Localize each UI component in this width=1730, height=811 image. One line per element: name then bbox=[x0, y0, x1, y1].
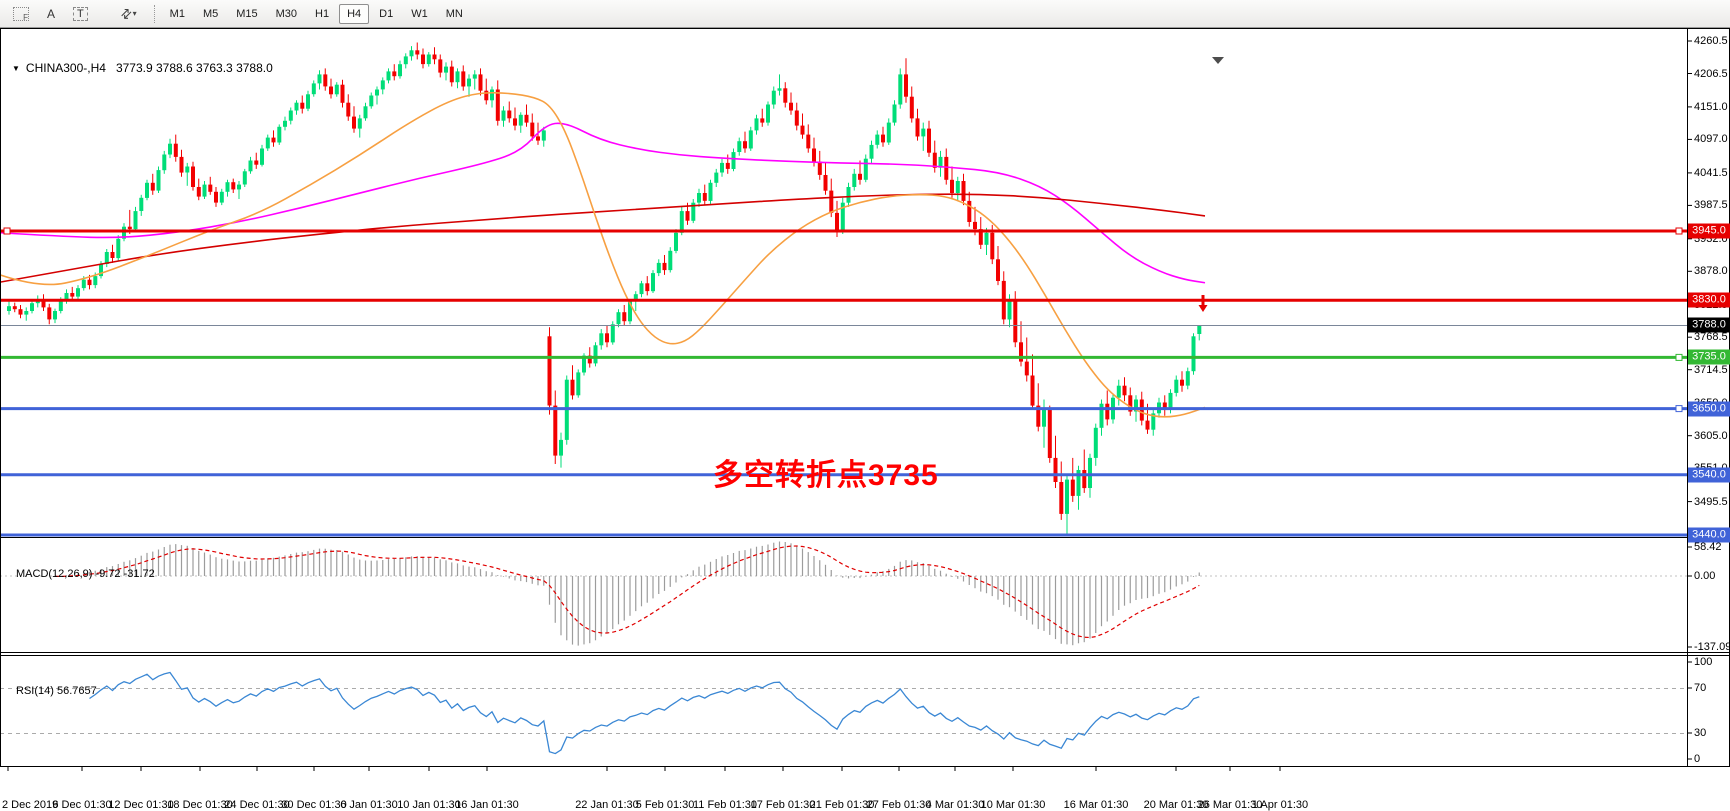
text-annotation[interactable]: 多空转折点3735 bbox=[713, 459, 939, 492]
chart-window: ▼ CHINA300-,H4 3773.9 3788.6 3763.3 3788.0… bbox=[0, 28, 1730, 811]
price-tick-label: 3878.0 bbox=[1694, 265, 1728, 278]
indicator-axis-label: 70 bbox=[1694, 682, 1707, 694]
candlesticks bbox=[7, 42, 1202, 537]
price-tick-label: 4151.0 bbox=[1694, 100, 1728, 113]
price-tick-label: 3495.5 bbox=[1694, 495, 1728, 508]
timeframe-button-h4[interactable]: H4 bbox=[339, 3, 370, 24]
text-a-icon[interactable]: A bbox=[47, 6, 56, 21]
timeframe-button-m30[interactable]: M30 bbox=[275, 7, 298, 20]
symbol-period-label: CHINA300-,H4 bbox=[25, 61, 106, 75]
price-tick-label: 4041.5 bbox=[1694, 166, 1728, 179]
timeframe-button-m5[interactable]: M5 bbox=[202, 7, 219, 20]
price-tick-label: 4260.5 bbox=[1694, 35, 1728, 47]
macd-histogram bbox=[54, 541, 1200, 646]
chart-canvas bbox=[0, 28, 1730, 771]
date-tick-label: 6 Dec 01:30 bbox=[52, 799, 112, 811]
panel-borders bbox=[0, 28, 1730, 771]
dotted-grid-icon: F bbox=[13, 6, 29, 22]
date-tick-label: 1 Apr 01:30 bbox=[1251, 799, 1309, 811]
price-tick-label: 3987.5 bbox=[1694, 199, 1728, 212]
toolbar: F A T ⇄ ▾ M1 M5 M15 M30 H1 H4 D1 W1 MN bbox=[0, 0, 1730, 28]
date-tick-label: 30 Dec 01:30 bbox=[281, 799, 347, 811]
price-level-badge: 3650.0 bbox=[1688, 401, 1730, 417]
timeframe-button-mn[interactable]: MN bbox=[445, 7, 463, 20]
t-box-icon: T bbox=[73, 6, 88, 21]
price-level-badge: 3830.0 bbox=[1688, 292, 1730, 308]
arrows-glyph-icon: ⇄ bbox=[116, 3, 136, 23]
indicator-f-icon[interactable]: F bbox=[7, 4, 35, 24]
timeframe-button-group: M1 M5 M15 M30 H1 H4 D1 W1 MN bbox=[161, 3, 472, 24]
date-tick-label: 17 Feb 01:30 bbox=[750, 799, 816, 811]
date-tick-label: 18 Dec 01:30 bbox=[167, 799, 233, 811]
price-level-badge: 3735.0 bbox=[1688, 349, 1730, 365]
price-level-badge: 3540.0 bbox=[1688, 467, 1730, 483]
date-tick-label: 24 Dec 01:30 bbox=[224, 799, 290, 811]
chart-shift-marker[interactable] bbox=[1212, 57, 1224, 64]
indicator-axis-label: 58.42 bbox=[1694, 541, 1722, 553]
sell-arrow-marker[interactable] bbox=[1198, 295, 1208, 312]
text-label-icon[interactable]: T bbox=[67, 4, 94, 24]
indicator-axis-label: 0.00 bbox=[1694, 570, 1716, 582]
date-tick-label: 2 Dec 2019 bbox=[2, 799, 59, 811]
date-tick-label: 27 Feb 01:30 bbox=[866, 799, 932, 811]
cycle-arrows-icon[interactable]: ⇄ ▾ bbox=[115, 4, 143, 24]
price-level-badge: 3945.0 bbox=[1688, 223, 1730, 239]
timeframe-button-m1[interactable]: M1 bbox=[169, 7, 185, 20]
price-tick-label: 3768.5 bbox=[1694, 331, 1728, 344]
macd-signal-line bbox=[55, 545, 1200, 639]
chart-title[interactable]: ▼ CHINA300-,H4 3773.9 3788.6 3763.3 3788.0 bbox=[12, 61, 273, 75]
date-tick-label: 10 Mar 01:30 bbox=[980, 799, 1046, 811]
indicator-axis-label: -137.09 bbox=[1694, 641, 1730, 653]
line-handle-3945[interactable] bbox=[3, 227, 11, 235]
date-tick-label: 6 Jan 01:30 bbox=[340, 799, 398, 811]
date-tick-label: 16 Mar 01:30 bbox=[1063, 799, 1129, 811]
collapse-triangle-icon[interactable]: ▼ bbox=[12, 64, 20, 73]
toolbar-separator bbox=[153, 4, 155, 23]
date-tick-label: 21 Feb 01:30 bbox=[809, 799, 875, 811]
timeframe-button-m15[interactable]: M15 bbox=[236, 7, 258, 20]
date-tick-label: 5 Feb 01:30 bbox=[635, 799, 695, 811]
ohlc-values: 3773.9 3788.6 3763.3 3788.0 bbox=[115, 61, 273, 75]
price-tick-label: 4206.5 bbox=[1694, 67, 1728, 80]
price-level-badge: 3440.0 bbox=[1688, 527, 1730, 543]
price-tick-label: 3714.5 bbox=[1694, 363, 1728, 376]
timeframe-button-h1[interactable]: H1 bbox=[315, 7, 330, 20]
price-tick-label: 3605.0 bbox=[1694, 429, 1728, 442]
timeframe-button-d1[interactable]: D1 bbox=[379, 7, 394, 20]
date-tick-label: 16 Jan 01:30 bbox=[455, 799, 519, 811]
date-tick-label: 11 Feb 01:30 bbox=[692, 799, 758, 811]
macd-indicator-label: MACD(12,26,9) -9.72 -31.72 bbox=[16, 568, 155, 580]
rsi-line bbox=[89, 671, 1200, 755]
indicator-axis-label: 30 bbox=[1694, 727, 1707, 739]
date-tick-label: 22 Jan 01:30 bbox=[575, 799, 639, 811]
ma-line-magenta bbox=[0, 122, 1206, 284]
price-tick-label: 4097.0 bbox=[1694, 133, 1728, 146]
indicator-axis-label: 100 bbox=[1694, 656, 1713, 668]
indicator-axis-label: 0 bbox=[1694, 753, 1701, 765]
date-tick-label: 4 Mar 01:30 bbox=[925, 799, 985, 811]
ma-line-orange bbox=[0, 91, 1206, 418]
date-tick-label: 10 Jan 01:30 bbox=[397, 799, 461, 811]
date-tick-label: 12 Dec 01:30 bbox=[108, 799, 174, 811]
ma-line-red bbox=[0, 193, 1206, 283]
current-price-badge: 3788.0 bbox=[1688, 317, 1730, 333]
line-handle-3650[interactable] bbox=[1675, 405, 1683, 413]
timeframe-button-w1[interactable]: W1 bbox=[411, 7, 428, 20]
line-handle-3735[interactable] bbox=[1675, 353, 1683, 361]
dropdown-caret-icon[interactable]: ▾ bbox=[132, 9, 137, 18]
rsi-indicator-label: RSI(14) 56.7657 bbox=[16, 685, 97, 697]
line-handle-3945[interactable] bbox=[1675, 227, 1683, 235]
